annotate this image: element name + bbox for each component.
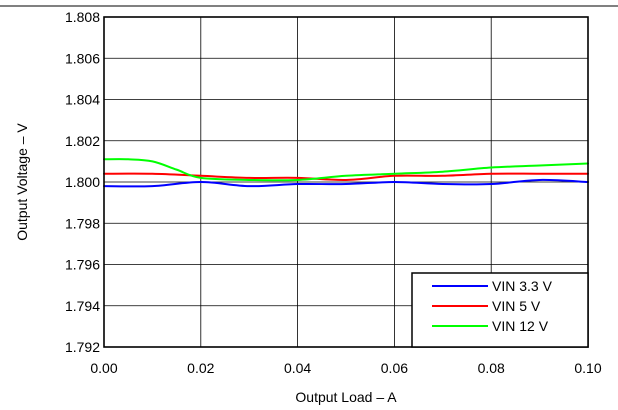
x-axis-label: Output Load – A [295,389,397,405]
x-tick-label: 0.08 [478,360,505,376]
series-line-1 [103,178,589,188]
legend: VIN 3.3 V VIN 5 V VIN 12 V [411,272,589,348]
y-tick-label: 1.792 [65,339,100,355]
y-tick-labels: 1.792 1.794 1.796 1.798 1.800 1.802 1.804 1.806… [65,9,100,355]
x-tick-label: 0.02 [187,360,214,376]
legend-label: VIN 12 V [492,318,549,334]
legend-label: VIN 3.3 V [492,278,553,294]
x-tick-label: 0.00 [90,360,117,376]
y-tick-label: 1.800 [65,174,100,190]
y-tick-label: 1.796 [65,257,100,273]
y-tick-label: 1.808 [65,9,100,25]
x-tick-labels: 0.00 0.02 0.04 0.06 0.08 0.10 [90,360,601,376]
series-line-3 [103,158,589,182]
y-tick-label: 1.804 [65,92,100,108]
x-tick-label: 0.10 [574,360,601,376]
legend-label: VIN 5 V [492,298,541,314]
x-tick-label: 0.04 [284,360,311,376]
y-tick-label: 1.798 [65,215,100,231]
plot-frame [103,16,589,348]
y-axis-label: Output Voltage – V [14,123,30,241]
y-tick-label: 1.802 [65,133,100,149]
y-tick-label: 1.806 [65,50,100,66]
y-tick-label: 1.794 [65,298,100,314]
x-tick-label: 0.06 [381,360,408,376]
series-line-2 [103,172,589,181]
series-lines [103,158,589,188]
